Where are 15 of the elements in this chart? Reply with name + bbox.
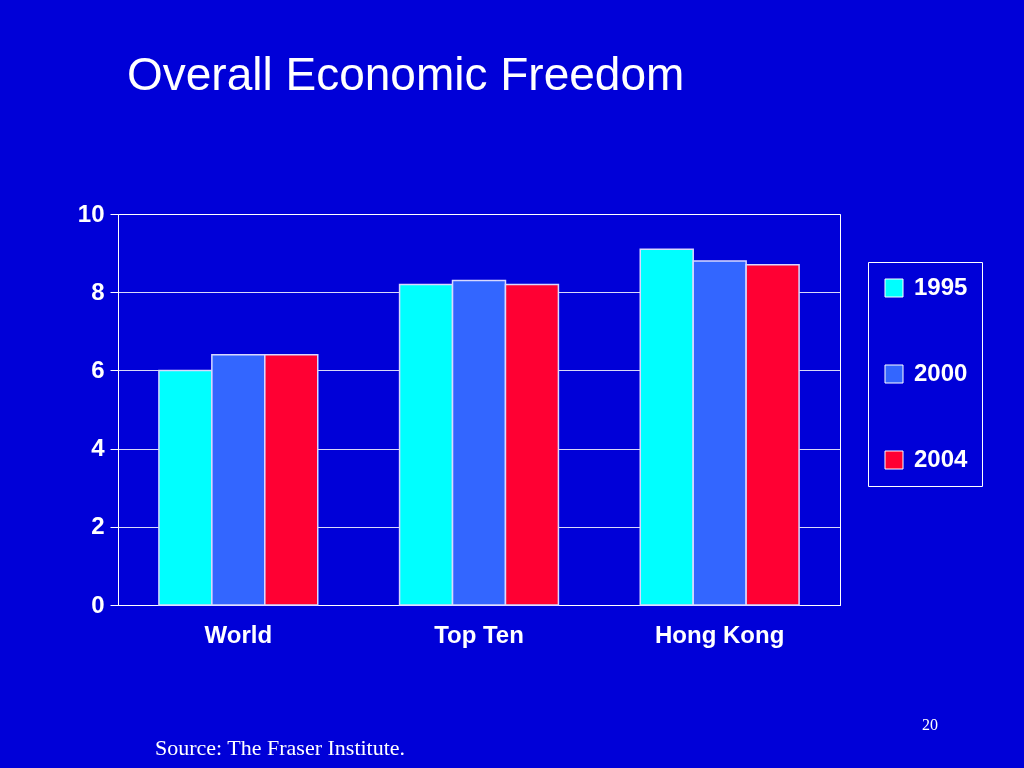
x-tick-label: World bbox=[204, 620, 273, 648]
y-tick-label: 10 bbox=[77, 199, 105, 227]
y-tick-label: 2 bbox=[91, 512, 105, 540]
legend-label: 2004 bbox=[914, 445, 969, 472]
y-tick-label: 6 bbox=[91, 355, 105, 383]
text: 20 bbox=[922, 716, 938, 733]
y-tick-label: 4 bbox=[91, 434, 106, 462]
x-tick-label: Hong Kong bbox=[655, 620, 785, 648]
legend-label: 1995 bbox=[914, 273, 968, 300]
x-tick-label: Top Ten bbox=[434, 620, 524, 648]
source-note: Source: The Fraser Institute. bbox=[155, 735, 406, 760]
chart-title: Overall Economic Freedom bbox=[127, 48, 685, 100]
y-tick-label: 8 bbox=[91, 277, 105, 305]
legend-label: 2000 bbox=[914, 359, 968, 386]
y-tick-label: 0 bbox=[91, 590, 105, 618]
